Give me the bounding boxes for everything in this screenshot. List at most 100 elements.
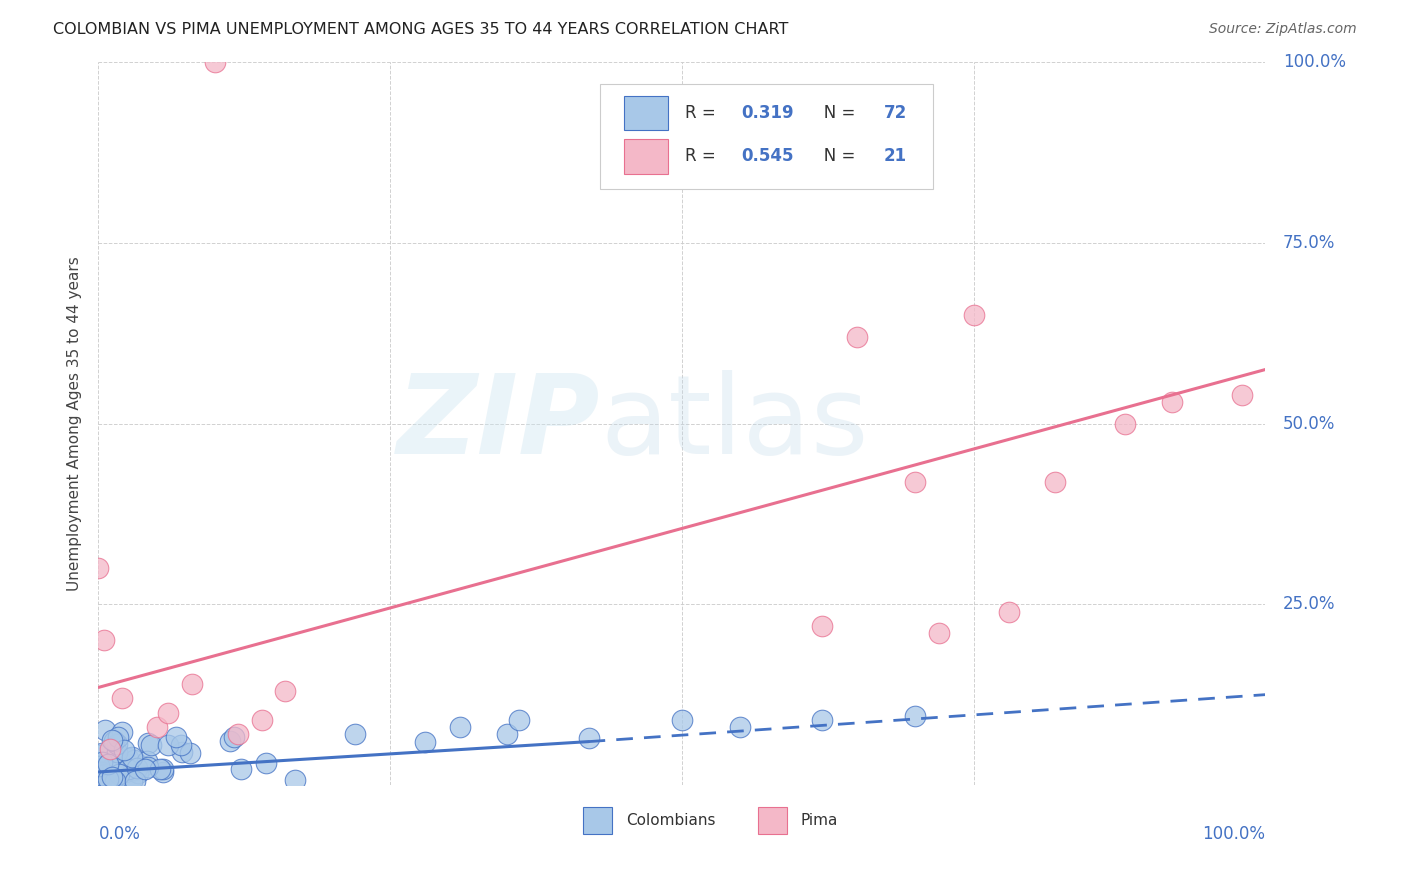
Text: 25.0%: 25.0%	[1282, 595, 1336, 614]
Text: atlas: atlas	[600, 370, 869, 477]
Text: 0.319: 0.319	[741, 104, 794, 122]
Point	[962, 308, 984, 322]
Point	[101, 761, 124, 775]
Point	[90, 755, 112, 769]
Text: 21: 21	[884, 147, 907, 165]
Point	[449, 720, 471, 734]
Point	[114, 764, 136, 779]
Point	[179, 747, 201, 761]
Point	[120, 776, 142, 790]
Y-axis label: Unemployment Among Ages 35 to 44 years: Unemployment Among Ages 35 to 44 years	[67, 256, 83, 591]
Point	[104, 774, 127, 789]
Point	[166, 730, 188, 744]
Point	[107, 765, 129, 780]
Point	[94, 774, 117, 789]
Point	[121, 774, 143, 789]
Point	[103, 734, 125, 748]
Point	[172, 746, 194, 760]
Point	[204, 55, 226, 70]
Bar	[582, 806, 612, 834]
Point	[100, 770, 122, 784]
Point	[101, 774, 124, 789]
Point	[108, 767, 131, 781]
Text: ZIP: ZIP	[396, 370, 600, 477]
Point	[122, 763, 145, 777]
Point	[344, 727, 367, 741]
Point	[117, 757, 139, 772]
Point	[811, 619, 834, 633]
Point	[122, 754, 145, 768]
Text: 100.0%: 100.0%	[1202, 825, 1265, 843]
Point	[1230, 388, 1253, 402]
Text: 100.0%: 100.0%	[1282, 54, 1346, 71]
Point	[136, 760, 159, 774]
Text: Pima: Pima	[801, 813, 838, 828]
Point	[254, 756, 277, 771]
Point	[157, 706, 180, 720]
Point	[904, 475, 927, 489]
Point	[149, 763, 172, 777]
Point	[117, 751, 139, 765]
Point	[134, 762, 156, 776]
Point	[152, 765, 174, 780]
Point	[1161, 395, 1184, 409]
Point	[121, 750, 143, 764]
Point	[97, 772, 120, 786]
Point	[508, 713, 530, 727]
Point	[101, 759, 124, 773]
Text: 0.0%: 0.0%	[98, 825, 141, 843]
Point	[219, 734, 242, 748]
Text: N =: N =	[808, 104, 860, 122]
Point	[811, 713, 834, 727]
Point	[139, 738, 162, 752]
Point	[846, 330, 869, 344]
Point	[101, 732, 124, 747]
Point	[111, 725, 134, 739]
Point	[110, 754, 132, 768]
Point	[136, 735, 159, 749]
Point	[103, 772, 125, 786]
Point	[224, 730, 246, 744]
Point	[1045, 475, 1067, 489]
Point	[156, 738, 179, 752]
Point	[127, 766, 149, 780]
Point	[671, 713, 693, 727]
Point	[90, 772, 112, 786]
Point	[180, 677, 202, 691]
Point	[413, 734, 436, 748]
Point	[112, 743, 135, 757]
Point	[91, 747, 114, 761]
Bar	[758, 806, 787, 834]
Point	[91, 764, 114, 779]
Point	[89, 759, 111, 773]
Point	[124, 774, 146, 789]
Point	[89, 772, 111, 786]
Text: Source: ZipAtlas.com: Source: ZipAtlas.com	[1209, 22, 1357, 37]
Text: Colombians: Colombians	[626, 813, 716, 828]
Text: 50.0%: 50.0%	[1282, 415, 1336, 433]
Point	[104, 764, 127, 779]
Text: 72: 72	[884, 104, 907, 122]
Text: 75.0%: 75.0%	[1282, 234, 1336, 252]
Text: R =: R =	[685, 104, 721, 122]
Point	[117, 762, 139, 776]
Bar	[624, 139, 668, 174]
Point	[997, 605, 1019, 619]
Point	[98, 742, 121, 756]
Point	[152, 762, 174, 776]
Point	[94, 723, 117, 737]
Bar	[624, 95, 668, 130]
Point	[578, 731, 600, 745]
Text: 0.545: 0.545	[741, 147, 794, 165]
Point	[93, 633, 115, 648]
Point	[107, 731, 129, 745]
Point	[928, 626, 950, 640]
Point	[904, 709, 927, 723]
Point	[250, 713, 273, 727]
Point	[93, 767, 115, 781]
Point	[87, 561, 110, 575]
Point	[111, 691, 134, 706]
Point	[228, 727, 250, 741]
Point	[274, 684, 297, 698]
Point	[284, 772, 307, 787]
